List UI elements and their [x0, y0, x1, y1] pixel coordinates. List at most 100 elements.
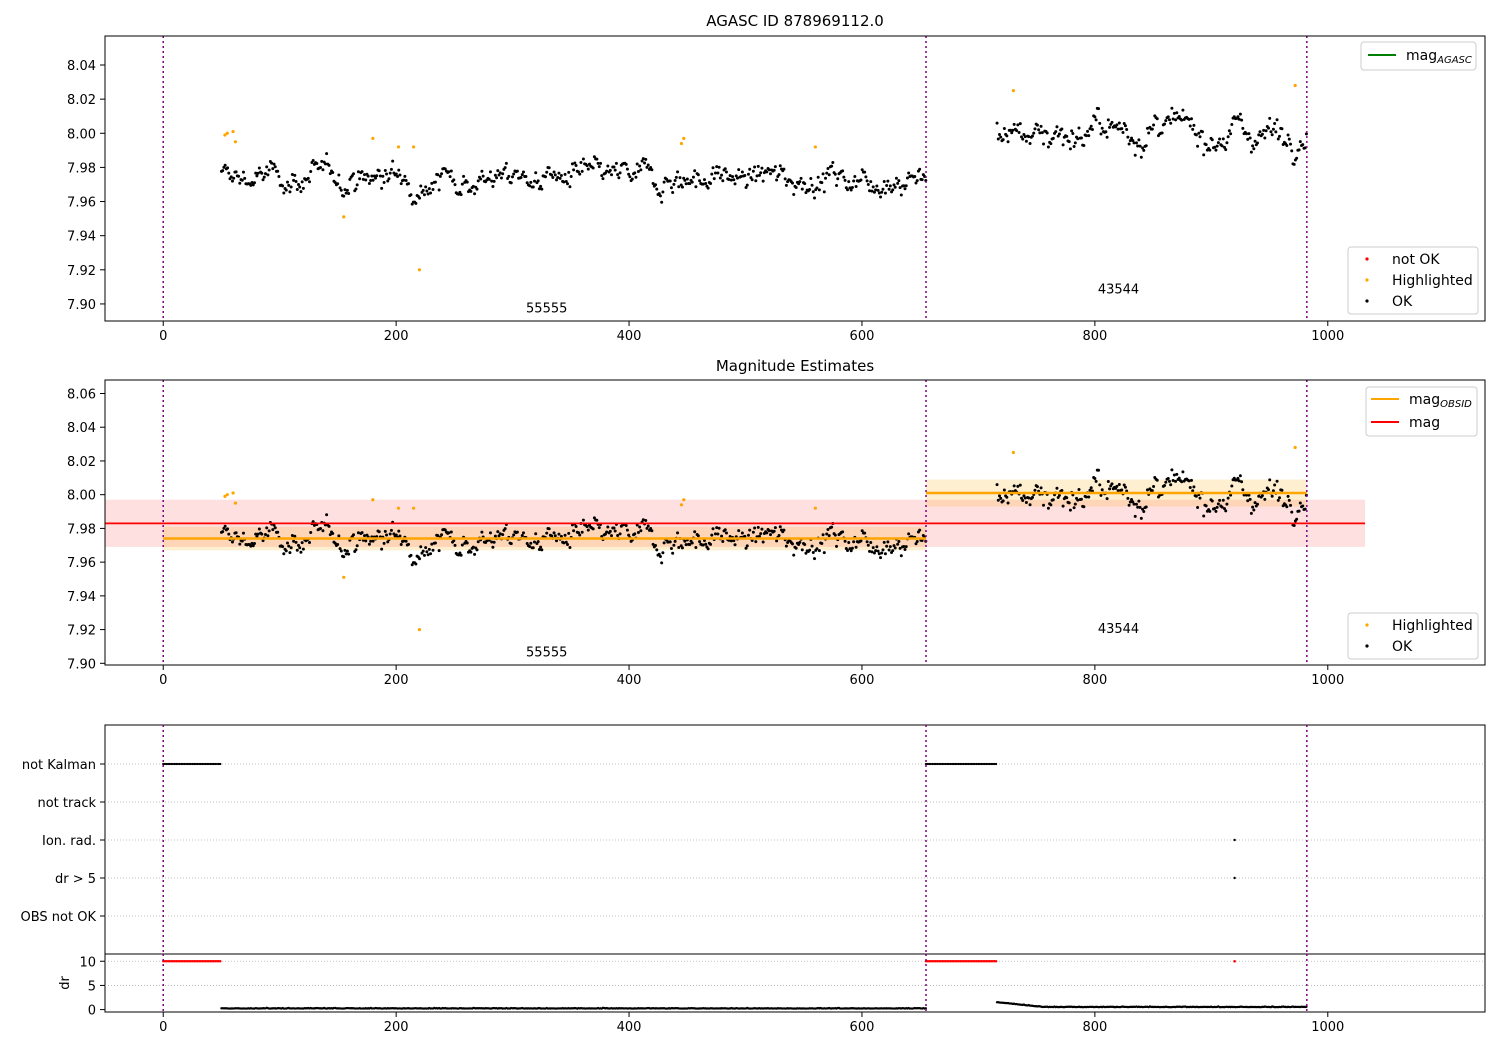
- ok-point: [760, 166, 764, 170]
- ok-point: [1145, 126, 1149, 130]
- ok-point: [694, 185, 698, 189]
- obsid-annotation: 43544: [1098, 283, 1139, 298]
- ok-point: [1006, 140, 1010, 144]
- ok-point: [676, 170, 680, 174]
- ok-point: [860, 529, 864, 533]
- ok-point: [1027, 135, 1031, 139]
- ok-point: [563, 172, 567, 176]
- ok-point: [702, 178, 706, 182]
- ok-point: [899, 193, 903, 197]
- ok-point: [402, 178, 406, 182]
- ok-point: [339, 549, 343, 553]
- ok-point: [710, 533, 714, 537]
- ok-point: [399, 182, 403, 186]
- ok-point: [641, 157, 645, 161]
- ok-point: [1061, 143, 1065, 147]
- ok-point: [808, 187, 812, 191]
- ok-point: [1097, 107, 1101, 111]
- ok-point: [1039, 486, 1043, 490]
- ok-point: [1018, 483, 1022, 487]
- ok-point: [817, 549, 821, 553]
- ok-point: [1263, 136, 1267, 140]
- flag-point: [978, 762, 981, 766]
- ok-point: [358, 177, 362, 181]
- ok-point: [744, 546, 748, 550]
- ok-point: [717, 526, 721, 530]
- ok-point: [475, 187, 479, 191]
- ok-point: [562, 541, 566, 545]
- ok-point: [1295, 156, 1299, 160]
- ok-point: [476, 179, 480, 183]
- ok-point: [772, 168, 776, 172]
- ok-point: [521, 531, 525, 535]
- ok-point: [343, 188, 347, 192]
- ok-point: [1252, 508, 1256, 512]
- axes: 0 200 400 600 800 1000 7.90 7.92 7.94 7.96 7.98 8.0…: [67, 59, 1344, 344]
- ok-point: [821, 172, 825, 176]
- ok-point: [1005, 495, 1009, 499]
- ok-point: [902, 184, 906, 188]
- highlighted-point: [225, 493, 229, 497]
- ok-point: [1230, 122, 1234, 126]
- flag-category-label: OBS not OK: [21, 910, 97, 925]
- ok-point: [1280, 127, 1284, 131]
- ok-point: [343, 548, 347, 552]
- ok-point: [995, 121, 999, 125]
- ok-point: [257, 166, 261, 170]
- ok-point: [1073, 141, 1077, 145]
- ok-point: [768, 533, 772, 537]
- ok-point: [698, 540, 702, 544]
- ok-point: [1286, 133, 1290, 137]
- ok-point: [696, 173, 700, 177]
- ok-point: [382, 181, 386, 185]
- ok-point: [668, 540, 672, 544]
- legend-label: magAGASC: [1406, 48, 1472, 66]
- ok-point: [1023, 496, 1027, 500]
- ok-point: [1099, 132, 1103, 136]
- ok-point: [850, 546, 854, 550]
- ok-point: [261, 539, 265, 543]
- ok-point: [846, 188, 850, 192]
- ok-point: [568, 546, 572, 550]
- ok-point: [1077, 488, 1081, 492]
- ok-point: [586, 167, 590, 171]
- obsid-annotation: 55555: [526, 301, 567, 316]
- ok-point: [713, 532, 717, 536]
- ok-point: [1040, 131, 1044, 135]
- flag-point: [960, 762, 963, 766]
- ok-point: [751, 530, 755, 534]
- ok-point: [1276, 137, 1280, 141]
- highlighted-point: [813, 506, 817, 510]
- ok-point: [595, 157, 599, 161]
- ok-point: [1285, 505, 1289, 509]
- ok-point: [230, 179, 234, 183]
- ok-point: [272, 523, 276, 527]
- ok-point: [503, 527, 507, 531]
- y-tick-label: 7.94: [67, 230, 96, 245]
- ok-point: [920, 178, 924, 182]
- flag-point: [162, 762, 165, 766]
- ok-point: [824, 176, 828, 180]
- ok-point: [690, 541, 694, 545]
- ok-point: [1093, 477, 1097, 481]
- ok-point: [833, 533, 837, 537]
- ok-point: [1089, 486, 1093, 490]
- ok-point: [540, 187, 544, 191]
- x-tick-label: 600: [850, 329, 875, 344]
- ok-point: [380, 547, 384, 551]
- legend-label: mag: [1409, 415, 1440, 431]
- ok-point: [488, 531, 492, 535]
- ok-point: [355, 544, 359, 548]
- ok-point: [493, 173, 497, 177]
- ok-point: [1020, 135, 1024, 139]
- ok-point: [1028, 503, 1032, 507]
- ok-point: [498, 532, 502, 536]
- ok-point: [704, 542, 708, 546]
- ok-point: [273, 165, 277, 169]
- ok-point: [272, 162, 276, 166]
- ok-point: [301, 547, 305, 551]
- ok-point: [572, 529, 576, 533]
- ok-point: [721, 540, 725, 544]
- ok-point: [1137, 138, 1141, 142]
- ok-point: [281, 545, 285, 549]
